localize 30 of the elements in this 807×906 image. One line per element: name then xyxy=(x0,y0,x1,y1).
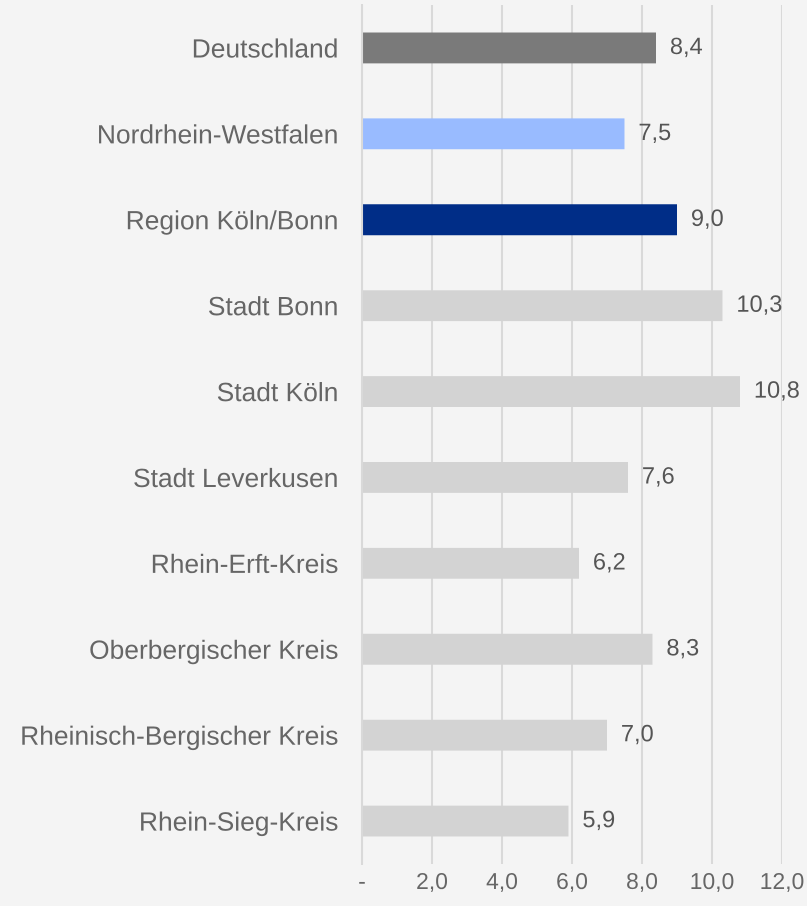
x-tick-label: 10,0 xyxy=(691,872,734,892)
y-tick-label: Nordrhein-Westfalen xyxy=(99,124,337,144)
x-tick-label: 12,0 xyxy=(761,872,804,892)
y-tick-label: Stadt Bonn xyxy=(209,296,337,316)
bar xyxy=(362,32,656,64)
x-tick-label: 4,0 xyxy=(486,872,518,892)
data-label: 6,2 xyxy=(594,552,625,572)
data-label: 8,4 xyxy=(670,38,702,58)
y-tick-label: Stadt Leverkusen xyxy=(134,468,337,488)
y-tick-label: Region Köln/Bonn xyxy=(128,210,337,235)
data-label: 8,3 xyxy=(667,638,698,658)
x-tick-label: 6,0 xyxy=(557,872,588,892)
y-tick-label: Oberbergischer Kreis xyxy=(90,640,338,664)
y-tick-label: Rhein-Erft-Kreis xyxy=(152,554,338,574)
bar xyxy=(362,118,624,150)
y-tick-label: Rheinisch-Bergischer Kreis xyxy=(22,726,338,750)
data-label: 7,5 xyxy=(640,124,670,143)
x-tick-label: 2,0 xyxy=(417,872,448,892)
data-label: 9,0 xyxy=(692,209,723,229)
x-tick-label: 8,0 xyxy=(627,872,658,892)
data-label: 7,0 xyxy=(622,724,653,744)
y-tick-label: Deutschland xyxy=(194,38,337,58)
data-label: 7,6 xyxy=(643,467,674,487)
bar xyxy=(362,204,677,236)
data-label: 10,3 xyxy=(738,295,782,315)
data-label: 5,9 xyxy=(583,810,614,830)
data-label: 10,8 xyxy=(756,381,799,401)
y-tick-label: Rhein-Sieg-Kreis xyxy=(141,811,338,836)
y-tick-label: Stadt Köln xyxy=(218,382,337,402)
x-tick-label: - xyxy=(359,882,365,884)
